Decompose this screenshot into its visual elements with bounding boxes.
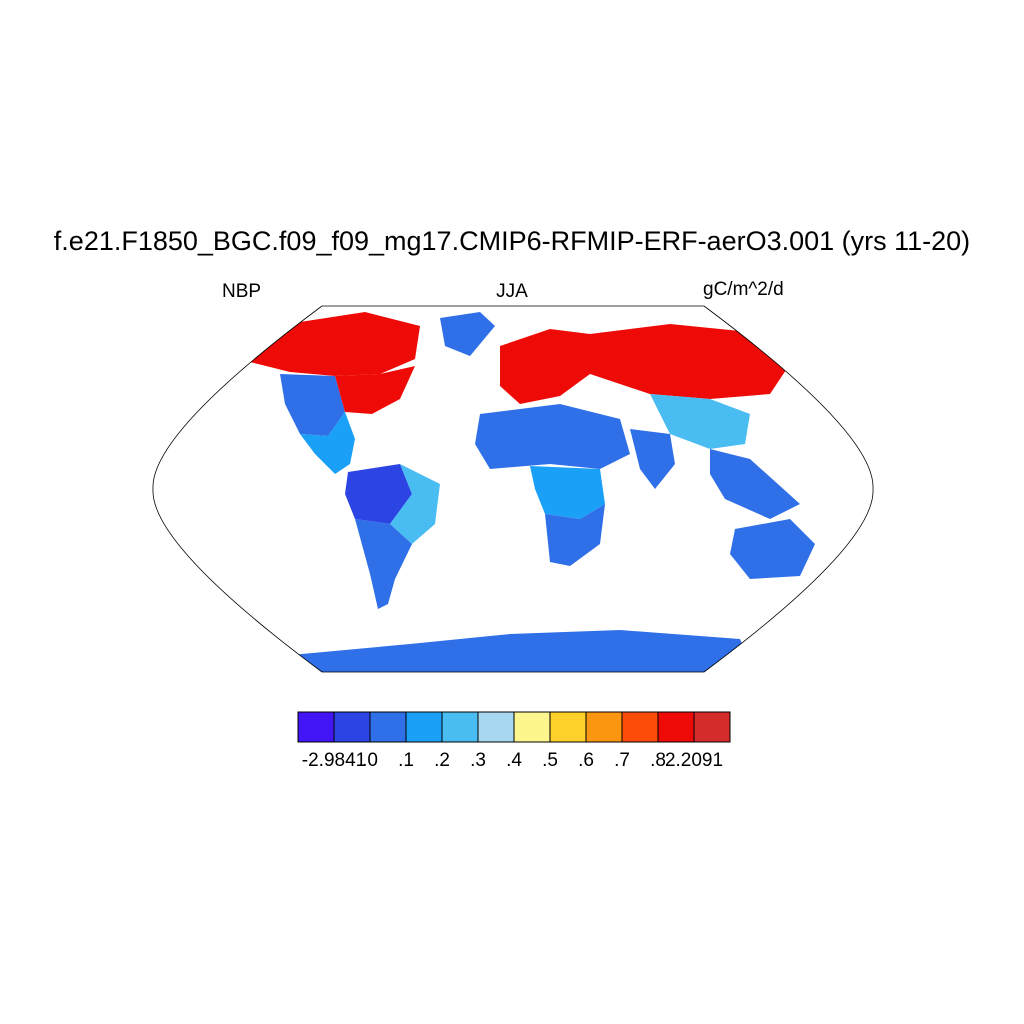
colorbar-box xyxy=(477,711,515,743)
colorbar-tick-label: -2.9841 xyxy=(301,750,367,771)
colorbar-tick-label: .7 xyxy=(614,750,630,771)
season-label: JJA xyxy=(496,281,528,302)
colorbar-box xyxy=(297,711,335,743)
colorbar-tick-label: .3 xyxy=(470,750,486,771)
colorbar-tick-label: .4 xyxy=(506,750,522,771)
region-amazon xyxy=(345,464,412,524)
colorbar-box xyxy=(657,711,695,743)
region-north-america-boreal xyxy=(242,312,420,376)
region-mexico-central-america xyxy=(300,412,355,474)
colorbar-tick-label: .8 xyxy=(650,750,666,771)
colorbar-tick-label: 2.2091 xyxy=(664,750,724,771)
region-western-us xyxy=(280,374,345,436)
region-southeast-asia xyxy=(710,449,800,519)
colorbar-tick-label: .5 xyxy=(542,750,558,771)
colorbar-tick-label: .2 xyxy=(434,750,450,771)
colorbar-tick-label: .0 xyxy=(362,750,378,771)
region-greenland xyxy=(440,312,495,356)
region-australia xyxy=(730,519,815,579)
colorbar-box xyxy=(621,711,659,743)
world-map xyxy=(152,305,874,673)
colorbar-tick-label: .1 xyxy=(398,750,414,771)
colorbar-box xyxy=(369,711,407,743)
colorbar-box xyxy=(405,711,443,743)
colorbar xyxy=(297,711,731,743)
region-siberia xyxy=(590,324,800,399)
region-antarctica xyxy=(280,630,750,672)
region-india xyxy=(630,429,675,489)
colorbar-box xyxy=(441,711,479,743)
region-new-zealand xyxy=(830,562,852,602)
colorbar-box xyxy=(693,711,731,743)
colorbar-box xyxy=(513,711,551,743)
region-europe xyxy=(500,329,590,404)
region-southern-africa xyxy=(545,504,605,566)
colorbar-tick-label: .6 xyxy=(578,750,594,771)
colorbar-box xyxy=(585,711,623,743)
region-sahara-arabia xyxy=(475,404,630,469)
colorbar-box xyxy=(333,711,371,743)
units-label: gC/m^2/d xyxy=(703,279,784,300)
colorbar-box xyxy=(549,711,587,743)
region-eastern-us xyxy=(335,366,415,414)
region-china xyxy=(650,394,750,449)
plot-title: f.e21.F1850_BGC.f09_f09_mg17.CMIP6-RFMIP… xyxy=(53,226,971,256)
globe-outline xyxy=(152,305,874,673)
variable-label: NBP xyxy=(222,281,262,302)
region-patagonia xyxy=(355,519,412,609)
region-central-africa xyxy=(530,466,605,519)
colorbar-tick-labels: -2.9841.0 .1 .2 .3 .4 .5 .6 .7 .8 2.2091 xyxy=(0,750,1024,774)
region-south-america-east xyxy=(390,464,440,544)
